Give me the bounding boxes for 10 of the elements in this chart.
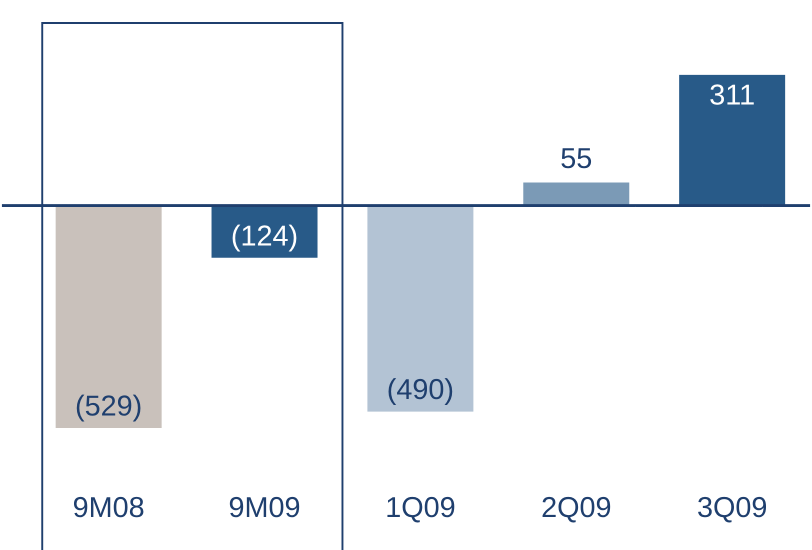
x-tick-label: 3Q09 xyxy=(696,492,768,524)
x-tick-label: 1Q09 xyxy=(385,492,456,524)
data-label: (490) xyxy=(386,374,454,406)
data-label: (529) xyxy=(75,390,142,423)
data-label: 311 xyxy=(709,80,756,112)
x-tick-label: 2Q09 xyxy=(541,492,612,524)
data-label: 55 xyxy=(560,143,592,176)
data-label: (124) xyxy=(230,220,298,252)
x-tick-label: 9M08 xyxy=(72,492,145,524)
x-tick-label: 9M09 xyxy=(228,492,301,524)
